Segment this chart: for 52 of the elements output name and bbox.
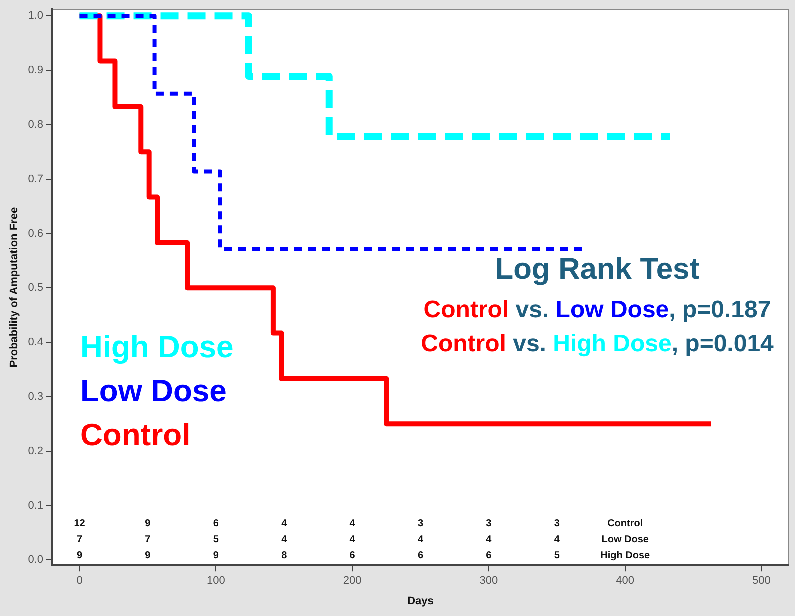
annotation: 4 <box>350 518 356 530</box>
x-tick-label: 400 <box>616 575 635 588</box>
x-tick-label: 200 <box>343 575 362 588</box>
x-axis-title: Days <box>408 595 434 608</box>
y-tick-label: 0.3 <box>28 390 44 403</box>
annotation: 9 <box>213 550 220 562</box>
x-tick-label: 500 <box>752 575 771 588</box>
annotation: 4 <box>350 534 356 546</box>
y-tick-label: 0.5 <box>28 282 44 294</box>
annotation: Control vs. Low Dose, p=0.187 <box>424 296 772 324</box>
annotation: 9 <box>145 518 152 530</box>
annotation: 6 <box>486 550 492 562</box>
y-tick-label: 0.6 <box>28 228 44 240</box>
y-axis-title: Probability of Amputation Free <box>8 207 21 368</box>
annotation: 3 <box>418 518 424 530</box>
y-tick-label: 0.4 <box>28 336 44 349</box>
annotation: Control vs. High Dose, p=0.014 <box>421 330 775 358</box>
annotation: 6 <box>213 518 220 530</box>
annotation: Control <box>608 518 644 530</box>
x-tick-label: 300 <box>480 575 498 588</box>
annotation: 4 <box>282 518 288 530</box>
y-tick-label: 0.9 <box>28 64 44 77</box>
x-tick-label: 0 <box>76 575 83 588</box>
annotation: 3 <box>554 518 560 530</box>
y-tick-label: 0.1 <box>28 500 44 512</box>
annotation: 12 <box>74 518 86 530</box>
y-tick-label: 1.0 <box>28 10 44 22</box>
annotation: 3 <box>486 518 492 530</box>
annotation: 9 <box>76 550 83 562</box>
annotation: 6 <box>418 550 424 562</box>
annotation: 7 <box>76 534 83 546</box>
text: High Dose <box>80 329 234 364</box>
annotation: 4 <box>554 534 560 546</box>
y-tick-label: 0.8 <box>28 118 44 131</box>
annotation: 4 <box>282 534 288 546</box>
annotation: 7 <box>145 534 152 546</box>
annotation: 5 <box>213 534 220 546</box>
text: Low Dose <box>80 373 227 408</box>
annotation: 5 <box>554 550 560 562</box>
annotation: 4 <box>418 534 424 546</box>
annotation: High Dose <box>600 550 650 562</box>
text: Control <box>80 417 191 452</box>
annotation: Low Dose <box>602 534 650 546</box>
y-tick-label: 0.7 <box>28 173 44 186</box>
annotation: 8 <box>282 550 288 562</box>
annotation: 4 <box>486 534 492 546</box>
annotation: 6 <box>350 550 356 562</box>
annotation: 9 <box>145 550 152 562</box>
x-tick-label: 100 <box>206 575 226 588</box>
y-tick-label: 0.2 <box>28 445 44 458</box>
y-tick-label: 0.0 <box>28 554 44 566</box>
annotation: Log Rank Test <box>495 253 700 286</box>
